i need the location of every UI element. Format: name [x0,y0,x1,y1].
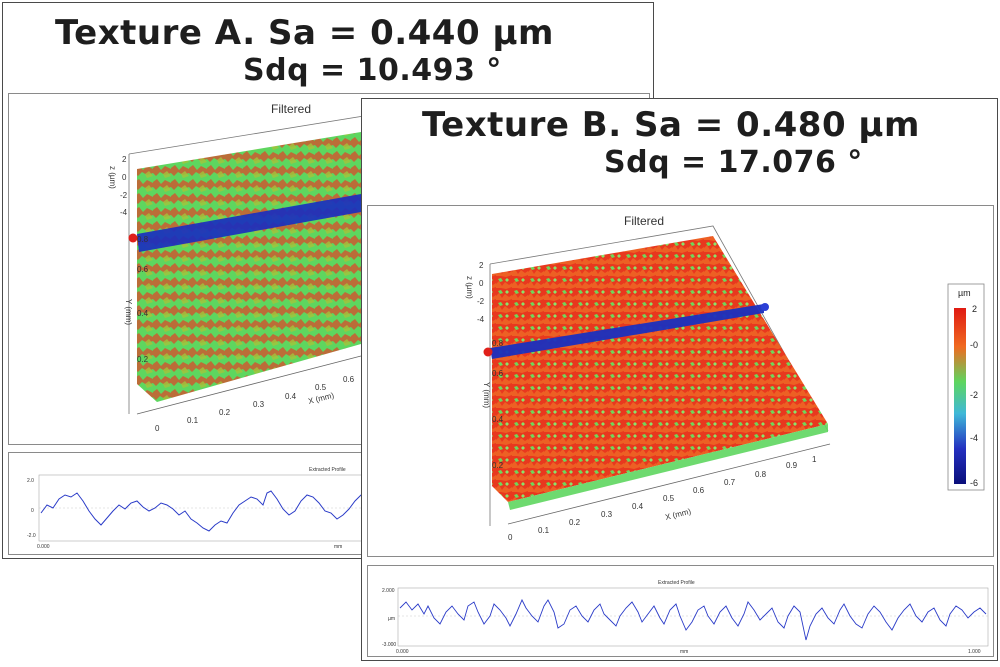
texture-a-surface [137,132,361,402]
texture-b-x-tick: 0.7 [724,478,736,487]
texture-a-surface-svg: 0 0.1 0.2 0.3 0.4 0.5 0.6 X (mm) 0.2 0.4… [108,115,365,433]
texture-a-profile-line [40,490,368,532]
texture-a-x-tick: 0 [155,424,160,433]
texture-a-y-tick: 0.4 [137,309,149,318]
texture-a-title: Texture A. Sa = 0.440 µm [55,13,554,53]
texture-b-colorbar-ticks: 2 -0 -2 -4 -6 [970,304,978,488]
texture-b-3d-plot: Filtered 0 0.1 0.2 0.3 0.4 0.5 0.6 [367,205,994,557]
texture-b-profile-line [399,598,987,641]
texture-a-profile-band [137,194,361,252]
texture-a-y-label: Y (mm) [124,299,133,325]
texture-a-x-tick: 0.5 [315,383,327,392]
texture-a-y-ticks: 0.2 0.4 0.6 0.8 [137,235,149,364]
texture-b-profile-xright: 1.000 [968,649,981,655]
texture-b-x-tick: 0 [508,533,513,542]
texture-b-title: Texture B. Sa = 0.480 µm [422,105,920,145]
texture-b-x-tick: 0.6 [693,486,705,495]
texture-a-profile-xleft: 0.000 [37,544,50,550]
texture-a-x-axis [136,355,362,415]
texture-a-z-label: z (µm) [108,166,117,189]
texture-b-profile-axes [397,587,989,647]
texture-b-profile-marker-end [761,303,769,311]
texture-a-x-label: X (mm) [307,391,335,406]
texture-b-x-tick: 0.3 [601,510,613,519]
texture-b-x-tick: 1 [812,455,817,464]
texture-a-x-tick: 0.6 [343,375,355,384]
texture-b-profile-xleft: 0.000 [396,649,409,655]
texture-b-profile-xunit: mm [680,649,689,655]
texture-b-profile-marker-start [483,347,493,357]
texture-a-profile-title: Extracted Profile [309,467,346,473]
texture-a-profile-marker [128,233,138,243]
texture-b-colorbar-tick: -0 [970,340,978,350]
texture-b-z-label: z (µm) [465,276,474,299]
texture-b-surface [492,236,828,502]
texture-b-x-axis [507,443,831,525]
texture-a-y-tick: 0.2 [137,355,149,364]
texture-b-profile-band [490,304,764,359]
texture-b-profile-title: Extracted Profile [658,580,695,586]
texture-b-z-tick: 0 [479,279,484,288]
texture-b-x-tick: 0.9 [786,461,798,470]
texture-a-profile-xunit: mm [334,544,343,550]
texture-b-profile-plot: Extracted Profile 2.000 µm -3.000 0.000 … [367,565,994,657]
texture-b-z-ticks: 2 0 -2 -4 [477,261,485,324]
texture-b-y-label: Y (mm) [482,382,491,408]
texture-b-profile-ymid: µm [388,616,396,622]
texture-b-y-tick: 0.6 [492,369,504,378]
texture-b-y-tick: 0.4 [492,415,504,424]
texture-b-profile-ytop: 2.000 [382,588,395,594]
texture-a-profile-ymid: 0 [31,508,34,514]
texture-b-y-tick: 0.8 [492,339,504,348]
texture-b-profile-svg [397,587,989,647]
texture-b-panel: Texture B. Sa = 0.480 µm Sdq = 17.076 ° … [361,98,998,661]
texture-b-colorbar-tick: -2 [970,390,978,400]
texture-b-sdq: Sdq = 17.076 ° [604,145,863,180]
texture-b-x-tick: 0.8 [755,470,767,479]
texture-a-profile-ybot: -2.0 [27,533,36,539]
texture-b-y-ticks: 0.2 0.4 0.6 0.8 [492,339,504,470]
texture-b-z-tick: 2 [479,261,484,270]
texture-b-colorbar-unit: µm [958,288,971,298]
texture-a-z-tick: -2 [120,191,128,200]
texture-b-x-tick: 0.2 [569,518,581,527]
texture-b-profile-ybot: -3.000 [382,642,397,648]
texture-a-x-tick: 0.4 [285,392,297,401]
texture-b-colorbar [954,308,966,484]
texture-a-x-tick: 0.3 [253,400,265,409]
texture-a-x-tick: 0.1 [187,416,199,425]
texture-b-colorbar-tick: 2 [972,304,977,314]
texture-a-z-tick: 0 [122,173,127,182]
texture-b-x-tick: 0.4 [632,502,644,511]
texture-b-plot-title: Filtered [624,214,665,228]
texture-b-surface-svg: 0 0.1 0.2 0.3 0.4 0.5 0.6 0.7 0.8 0.9 1 … [465,225,985,542]
texture-b-z-tick: -4 [477,315,485,324]
texture-b-x-tick: 0.5 [663,494,675,503]
texture-a-profile-ytop: 2.0 [27,478,34,484]
texture-a-y-tick: 0.8 [137,235,149,244]
texture-b-colorbar-tick: -6 [970,478,978,488]
texture-b-x-ticks: 0 0.1 0.2 0.3 0.4 0.5 0.6 0.7 0.8 0.9 1 [508,455,817,542]
texture-a-z-ticks: 2 0 -2 -4 [120,155,128,217]
texture-a-x-ticks: 0 0.1 0.2 0.3 0.4 0.5 0.6 [155,375,355,433]
texture-b-surface-edge [508,424,828,510]
texture-b-x-tick: 0.1 [538,526,550,535]
texture-a-y-tick: 0.6 [137,265,149,274]
texture-a-z-tick: 2 [122,155,127,164]
texture-b-y-tick: 0.2 [492,461,504,470]
texture-b-z-tick: -2 [477,297,485,306]
texture-a-sdq: Sdq = 10.493 ° [243,53,502,88]
texture-b-x-label: X (mm) [664,507,692,522]
texture-b-colorbar-tick: -4 [970,433,978,443]
texture-a-plot-title: Filtered [271,102,312,116]
texture-a-x-tick: 0.2 [219,408,231,417]
texture-a-z-tick: -4 [120,208,128,217]
